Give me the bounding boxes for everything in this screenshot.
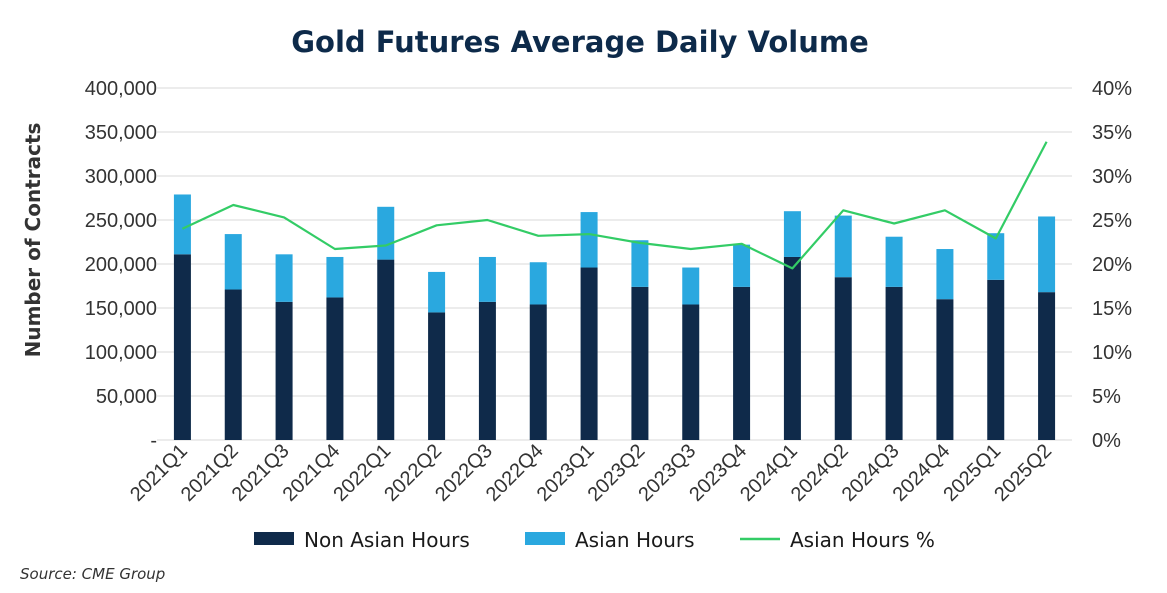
bar-non-asian-hours <box>580 267 598 440</box>
y2-tick-label: 10% <box>1092 342 1132 364</box>
line-asian-hours-pct <box>181 141 1048 270</box>
bar-non-asian-hours <box>224 289 242 440</box>
chart-title: Gold Futures Average Daily Volume <box>291 25 869 59</box>
y2-tick-label: 0% <box>1092 430 1121 452</box>
legend-label-asian-hours-pct: Asian Hours % <box>790 528 935 552</box>
bar-non-asian-hours <box>783 256 801 440</box>
bar-asian-hours <box>631 240 649 287</box>
bar-non-asian-hours <box>885 286 903 440</box>
y-tick-label: 400,000 <box>85 78 157 100</box>
bar-asian-hours <box>275 254 293 302</box>
y2-tick-label: 20% <box>1092 254 1132 276</box>
y2-tick-label: 15% <box>1092 298 1132 320</box>
bar-asian-hours <box>173 194 191 255</box>
legend: Non Asian Hours Asian Hours Asian Hours % <box>254 528 935 552</box>
bar-non-asian-hours <box>682 304 700 440</box>
bar-asian-hours <box>885 236 903 287</box>
y2-axis-ticks: 0% 5% 10% 15% 20% 25% 30% 35% 40% <box>1092 78 1132 452</box>
y2-tick-label: 35% <box>1092 122 1132 144</box>
gridlines <box>157 87 1072 441</box>
bar-asian-hours <box>682 267 700 305</box>
bar-asian-hours <box>529 262 547 305</box>
bar-non-asian-hours <box>275 301 293 440</box>
bar-asian-hours <box>733 244 751 287</box>
bar-asian-hours <box>377 206 395 260</box>
legend-label-non-asian-hours: Non Asian Hours <box>304 528 470 552</box>
bar-non-asian-hours <box>834 277 852 440</box>
bar-non-asian-hours <box>478 301 496 440</box>
bar-non-asian-hours <box>1038 292 1056 440</box>
y-tick-label: 100,000 <box>85 342 157 364</box>
bar-non-asian-hours <box>733 286 751 440</box>
bar-asian-hours <box>580 212 598 268</box>
bar-non-asian-hours <box>631 286 649 440</box>
y-axis-label: Number of Contracts <box>21 123 45 358</box>
bar-group <box>173 194 1056 440</box>
bar-asian-hours <box>478 256 496 302</box>
bar-asian-hours <box>936 249 954 300</box>
y-tick-label: - <box>150 430 157 452</box>
legend-swatch-non-asian-hours <box>254 532 294 545</box>
bar-asian-hours <box>783 211 801 257</box>
y2-tick-label: 30% <box>1092 166 1132 188</box>
line-series-group <box>181 141 1048 270</box>
bar-asian-hours <box>1038 216 1056 293</box>
bar-asian-hours <box>326 256 344 298</box>
legend-label-asian-hours: Asian Hours <box>575 528 695 552</box>
bar-non-asian-hours <box>987 279 1005 440</box>
x-axis-ticks: 2021Q12021Q22021Q32021Q42022Q12022Q22022… <box>126 440 1056 506</box>
bar-non-asian-hours <box>377 259 395 440</box>
bar-non-asian-hours <box>936 299 954 440</box>
source-note: Source: CME Group <box>20 565 165 583</box>
bar-non-asian-hours <box>529 304 547 440</box>
x-tick-label: 2025Q2 <box>990 440 1056 506</box>
bar-non-asian-hours <box>326 297 344 440</box>
y-tick-label: 150,000 <box>85 298 157 320</box>
y2-tick-label: 5% <box>1092 386 1121 408</box>
bar-asian-hours <box>987 233 1005 280</box>
y-axis-ticks: - 50,000 100,000 150,000 200,000 250,000 300,0… <box>85 78 157 452</box>
y-tick-label: 200,000 <box>85 254 157 276</box>
bar-asian-hours <box>428 271 446 313</box>
y-tick-label: 350,000 <box>85 122 157 144</box>
y-tick-label: 50,000 <box>96 386 157 408</box>
bar-non-asian-hours <box>173 254 191 440</box>
y-tick-label: 250,000 <box>85 210 157 232</box>
bar-asian-hours <box>834 215 852 278</box>
bar-asian-hours <box>224 234 242 290</box>
legend-swatch-asian-hours <box>525 532 565 545</box>
bar-non-asian-hours <box>428 312 446 440</box>
y2-tick-label: 40% <box>1092 78 1132 100</box>
y-tick-label: 300,000 <box>85 166 157 188</box>
y2-tick-label: 25% <box>1092 210 1132 232</box>
